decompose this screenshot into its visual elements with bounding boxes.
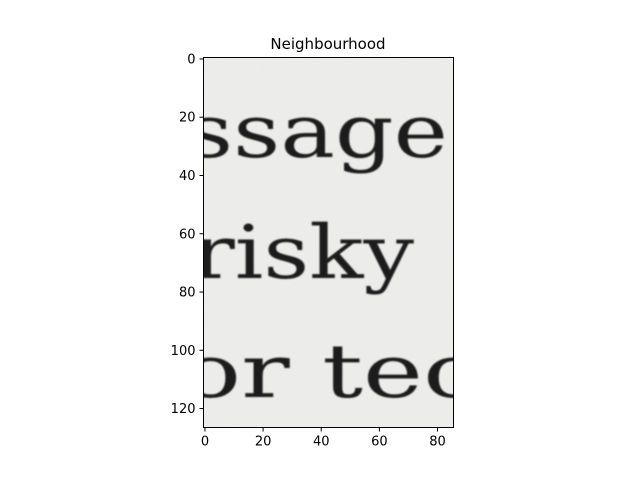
x-axis: 0 20 40 60 80 xyxy=(201,427,446,450)
y-tick-label: 40 xyxy=(179,169,196,184)
figure-title: Neighbourhood xyxy=(270,35,385,53)
text-line-2: risky xyxy=(192,210,414,296)
x-tick-label: 20 xyxy=(255,435,272,450)
x-tick-label: 80 xyxy=(429,435,446,450)
y-tick-label: 60 xyxy=(179,227,196,242)
axes-frame xyxy=(203,57,454,428)
y-tick-label: 80 xyxy=(179,286,196,301)
paper-texture xyxy=(203,57,454,428)
x-tick-label: 60 xyxy=(371,435,388,450)
y-tick-label: 100 xyxy=(171,344,196,359)
y-tick-label: 120 xyxy=(171,402,196,417)
y-axis: 0 20 40 60 80 100 120 xyxy=(171,52,204,417)
image-crop: ssage risky or tec xyxy=(180,57,480,428)
x-tick-label: 0 xyxy=(201,435,209,450)
text-line-3: or tec xyxy=(180,329,480,415)
x-tick-label: 40 xyxy=(313,435,330,450)
y-tick-label: 0 xyxy=(187,52,195,67)
y-tick-label: 20 xyxy=(179,111,196,126)
text-line-1: ssage xyxy=(186,89,448,175)
